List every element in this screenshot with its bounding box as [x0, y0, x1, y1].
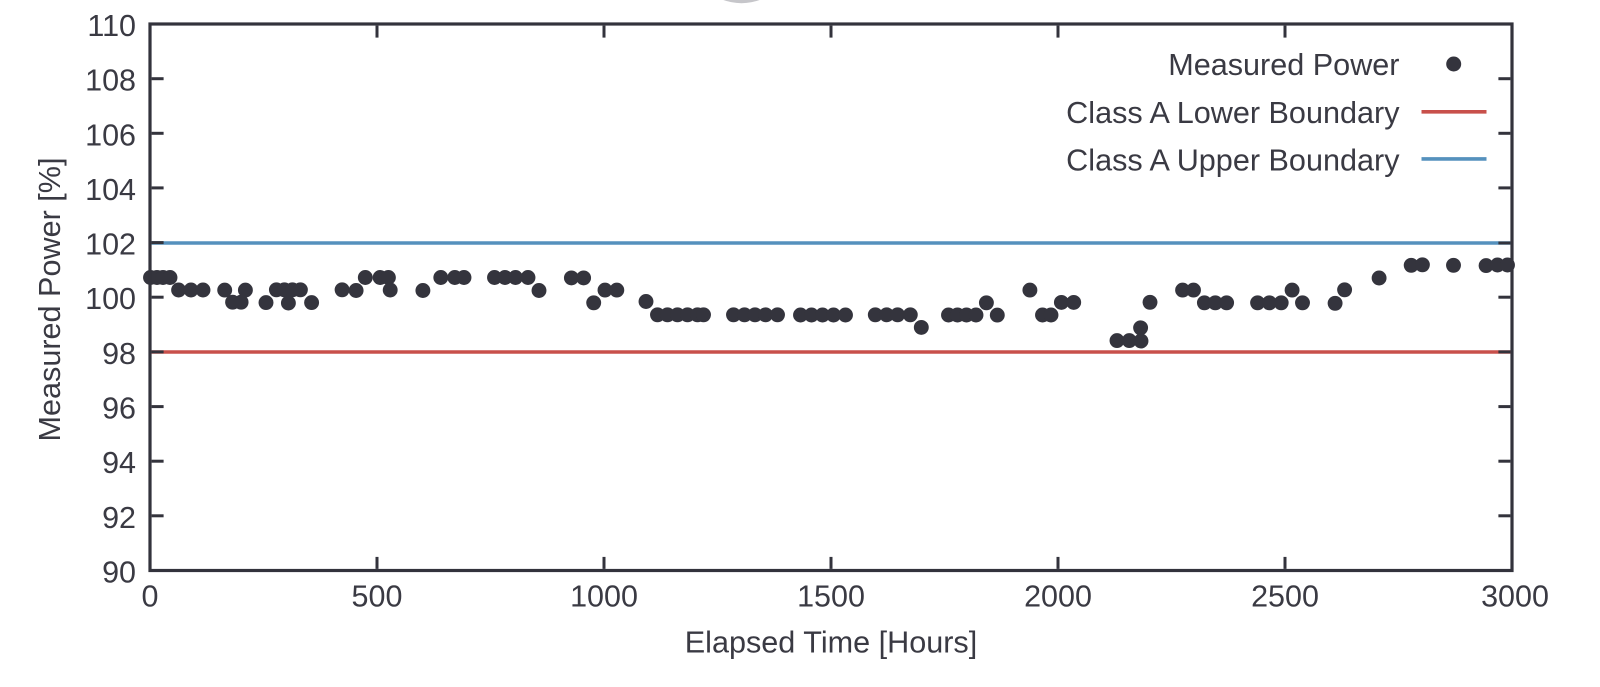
svg-text:1000: 1000 [570, 580, 638, 614]
svg-text:1500: 1500 [797, 580, 865, 614]
svg-text:96: 96 [102, 392, 136, 426]
svg-text:98: 98 [102, 337, 136, 371]
svg-text:108: 108 [85, 64, 136, 98]
svg-text:Measured Power [%]: Measured Power [%] [33, 158, 67, 442]
svg-text:102: 102 [85, 228, 136, 262]
svg-text:106: 106 [85, 118, 136, 152]
svg-text:90: 90 [102, 556, 136, 590]
svg-text:92: 92 [102, 501, 136, 535]
svg-text:Measured Power: Measured Power [1168, 48, 1399, 82]
svg-text:100: 100 [85, 282, 136, 316]
svg-text:2000: 2000 [1024, 580, 1092, 614]
svg-text:3000: 3000 [1481, 580, 1549, 614]
svg-text:Class A Lower Boundary: Class A Lower Boundary [1066, 96, 1400, 130]
svg-text:2500: 2500 [1251, 580, 1319, 614]
svg-text:Class A Upper Boundary: Class A Upper Boundary [1066, 144, 1400, 178]
svg-text:104: 104 [85, 173, 136, 207]
svg-text:110: 110 [87, 9, 136, 43]
svg-text:94: 94 [102, 446, 136, 480]
svg-text:0: 0 [142, 580, 159, 614]
svg-text:500: 500 [352, 580, 403, 614]
svg-text:Elapsed Time [Hours]: Elapsed Time [Hours] [685, 626, 977, 660]
